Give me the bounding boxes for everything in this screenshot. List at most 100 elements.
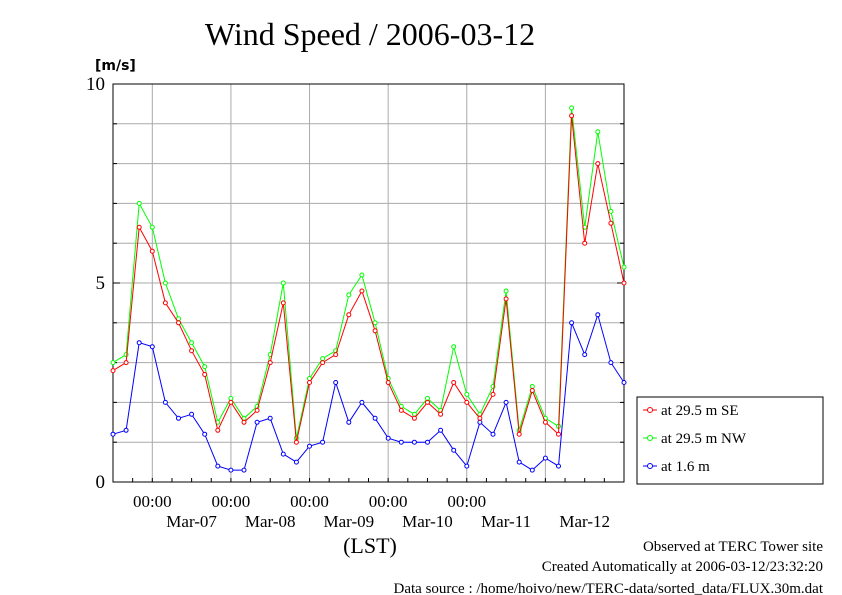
data-point: [542, 455, 548, 461]
data-point: [464, 399, 470, 405]
series-layer: [110, 105, 627, 473]
data-point: [136, 224, 142, 230]
data-point: [267, 415, 273, 421]
legend-marker: [647, 463, 653, 469]
data-point: [280, 451, 286, 457]
data-point: [372, 328, 378, 334]
legend-label: at 29.5 m NW: [661, 431, 747, 447]
series-line: [112, 107, 625, 439]
data-point: [398, 407, 404, 413]
series-2: [110, 312, 627, 473]
data-point: [162, 399, 168, 405]
data-point: [477, 419, 483, 425]
legend-box: [636, 396, 824, 485]
data-point: [346, 419, 352, 425]
chart-title: Wind Speed / 2006-03-12: [205, 16, 535, 52]
data-point: [385, 435, 391, 441]
data-point: [320, 360, 326, 366]
y-tick-label: 10: [86, 74, 105, 95]
data-point: [411, 415, 417, 421]
data-point: [307, 380, 312, 385]
data-point: [477, 415, 483, 421]
data-point: [333, 380, 339, 385]
data-point: [425, 439, 430, 445]
data-point: [359, 272, 365, 278]
data-point: [110, 431, 116, 437]
data-point: [608, 220, 614, 226]
data-point: [267, 360, 273, 366]
data-point: [280, 300, 286, 306]
data-point: [280, 280, 286, 286]
data-point: [464, 463, 470, 469]
data-point: [359, 288, 365, 294]
series-line: [112, 313, 625, 471]
data-point: [556, 431, 561, 437]
data-point: [569, 113, 575, 119]
data-point: [621, 380, 627, 385]
data-point: [307, 443, 312, 449]
data-point: [136, 200, 142, 206]
x-date-label: Mar-09: [324, 512, 375, 531]
data-point: [582, 352, 588, 358]
data-point: [569, 320, 575, 326]
data-point: [529, 384, 535, 389]
data-point: [320, 356, 326, 362]
data-point: [228, 467, 234, 473]
legend-marker: [647, 407, 653, 413]
data-point: [372, 415, 378, 421]
data-point: [346, 292, 352, 298]
data-point: [451, 344, 457, 350]
legend-label: at 1.6 m: [661, 459, 710, 475]
grid-lines: [113, 84, 624, 482]
data-point: [529, 467, 535, 473]
x-axis-label: (LST): [343, 533, 397, 558]
data-point: [451, 380, 457, 385]
data-point: [215, 463, 221, 469]
data-point: [189, 348, 195, 354]
data-point: [241, 467, 247, 473]
data-point: [149, 248, 155, 254]
x-date-label: Mar-10: [402, 512, 453, 531]
data-point: [202, 364, 208, 370]
data-point: [136, 340, 142, 346]
data-point: [398, 439, 404, 445]
y-tick-label: 5: [96, 273, 106, 294]
data-point: [503, 399, 509, 405]
data-point: [162, 300, 168, 306]
data-point: [425, 395, 430, 401]
data-point: [569, 105, 575, 111]
series-0: [110, 113, 627, 445]
data-point: [556, 463, 561, 469]
data-point: [293, 459, 299, 465]
data-point: [464, 391, 470, 397]
data-point: [582, 240, 588, 246]
x-date-label: Mar-11: [481, 512, 531, 531]
data-point: [608, 360, 614, 366]
legend-label: at 29.5 m SE: [661, 403, 739, 419]
x-time-label: 00:00: [369, 492, 408, 511]
data-point: [451, 447, 457, 453]
data-point: [608, 208, 614, 214]
data-point: [202, 431, 208, 437]
data-point: [162, 280, 168, 286]
data-point: [176, 415, 181, 421]
data-point: [228, 395, 234, 401]
data-point: [359, 399, 365, 405]
created-note: Created Automatically at 2006-03-12/23:3…: [542, 559, 823, 575]
data-point: [202, 372, 208, 377]
data-point: [595, 129, 601, 135]
data-point: [542, 419, 548, 425]
data-point: [385, 380, 391, 385]
data-point: [176, 320, 181, 326]
data-point: [189, 411, 195, 417]
data-point: [372, 320, 378, 326]
series-1: [110, 105, 627, 441]
data-point: [490, 431, 496, 437]
data-point: [503, 296, 509, 302]
data-point: [411, 439, 417, 445]
data-point: [516, 431, 522, 437]
x-time-label: 00:00: [290, 492, 329, 511]
data-point: [254, 407, 260, 413]
data-point: [110, 368, 116, 374]
